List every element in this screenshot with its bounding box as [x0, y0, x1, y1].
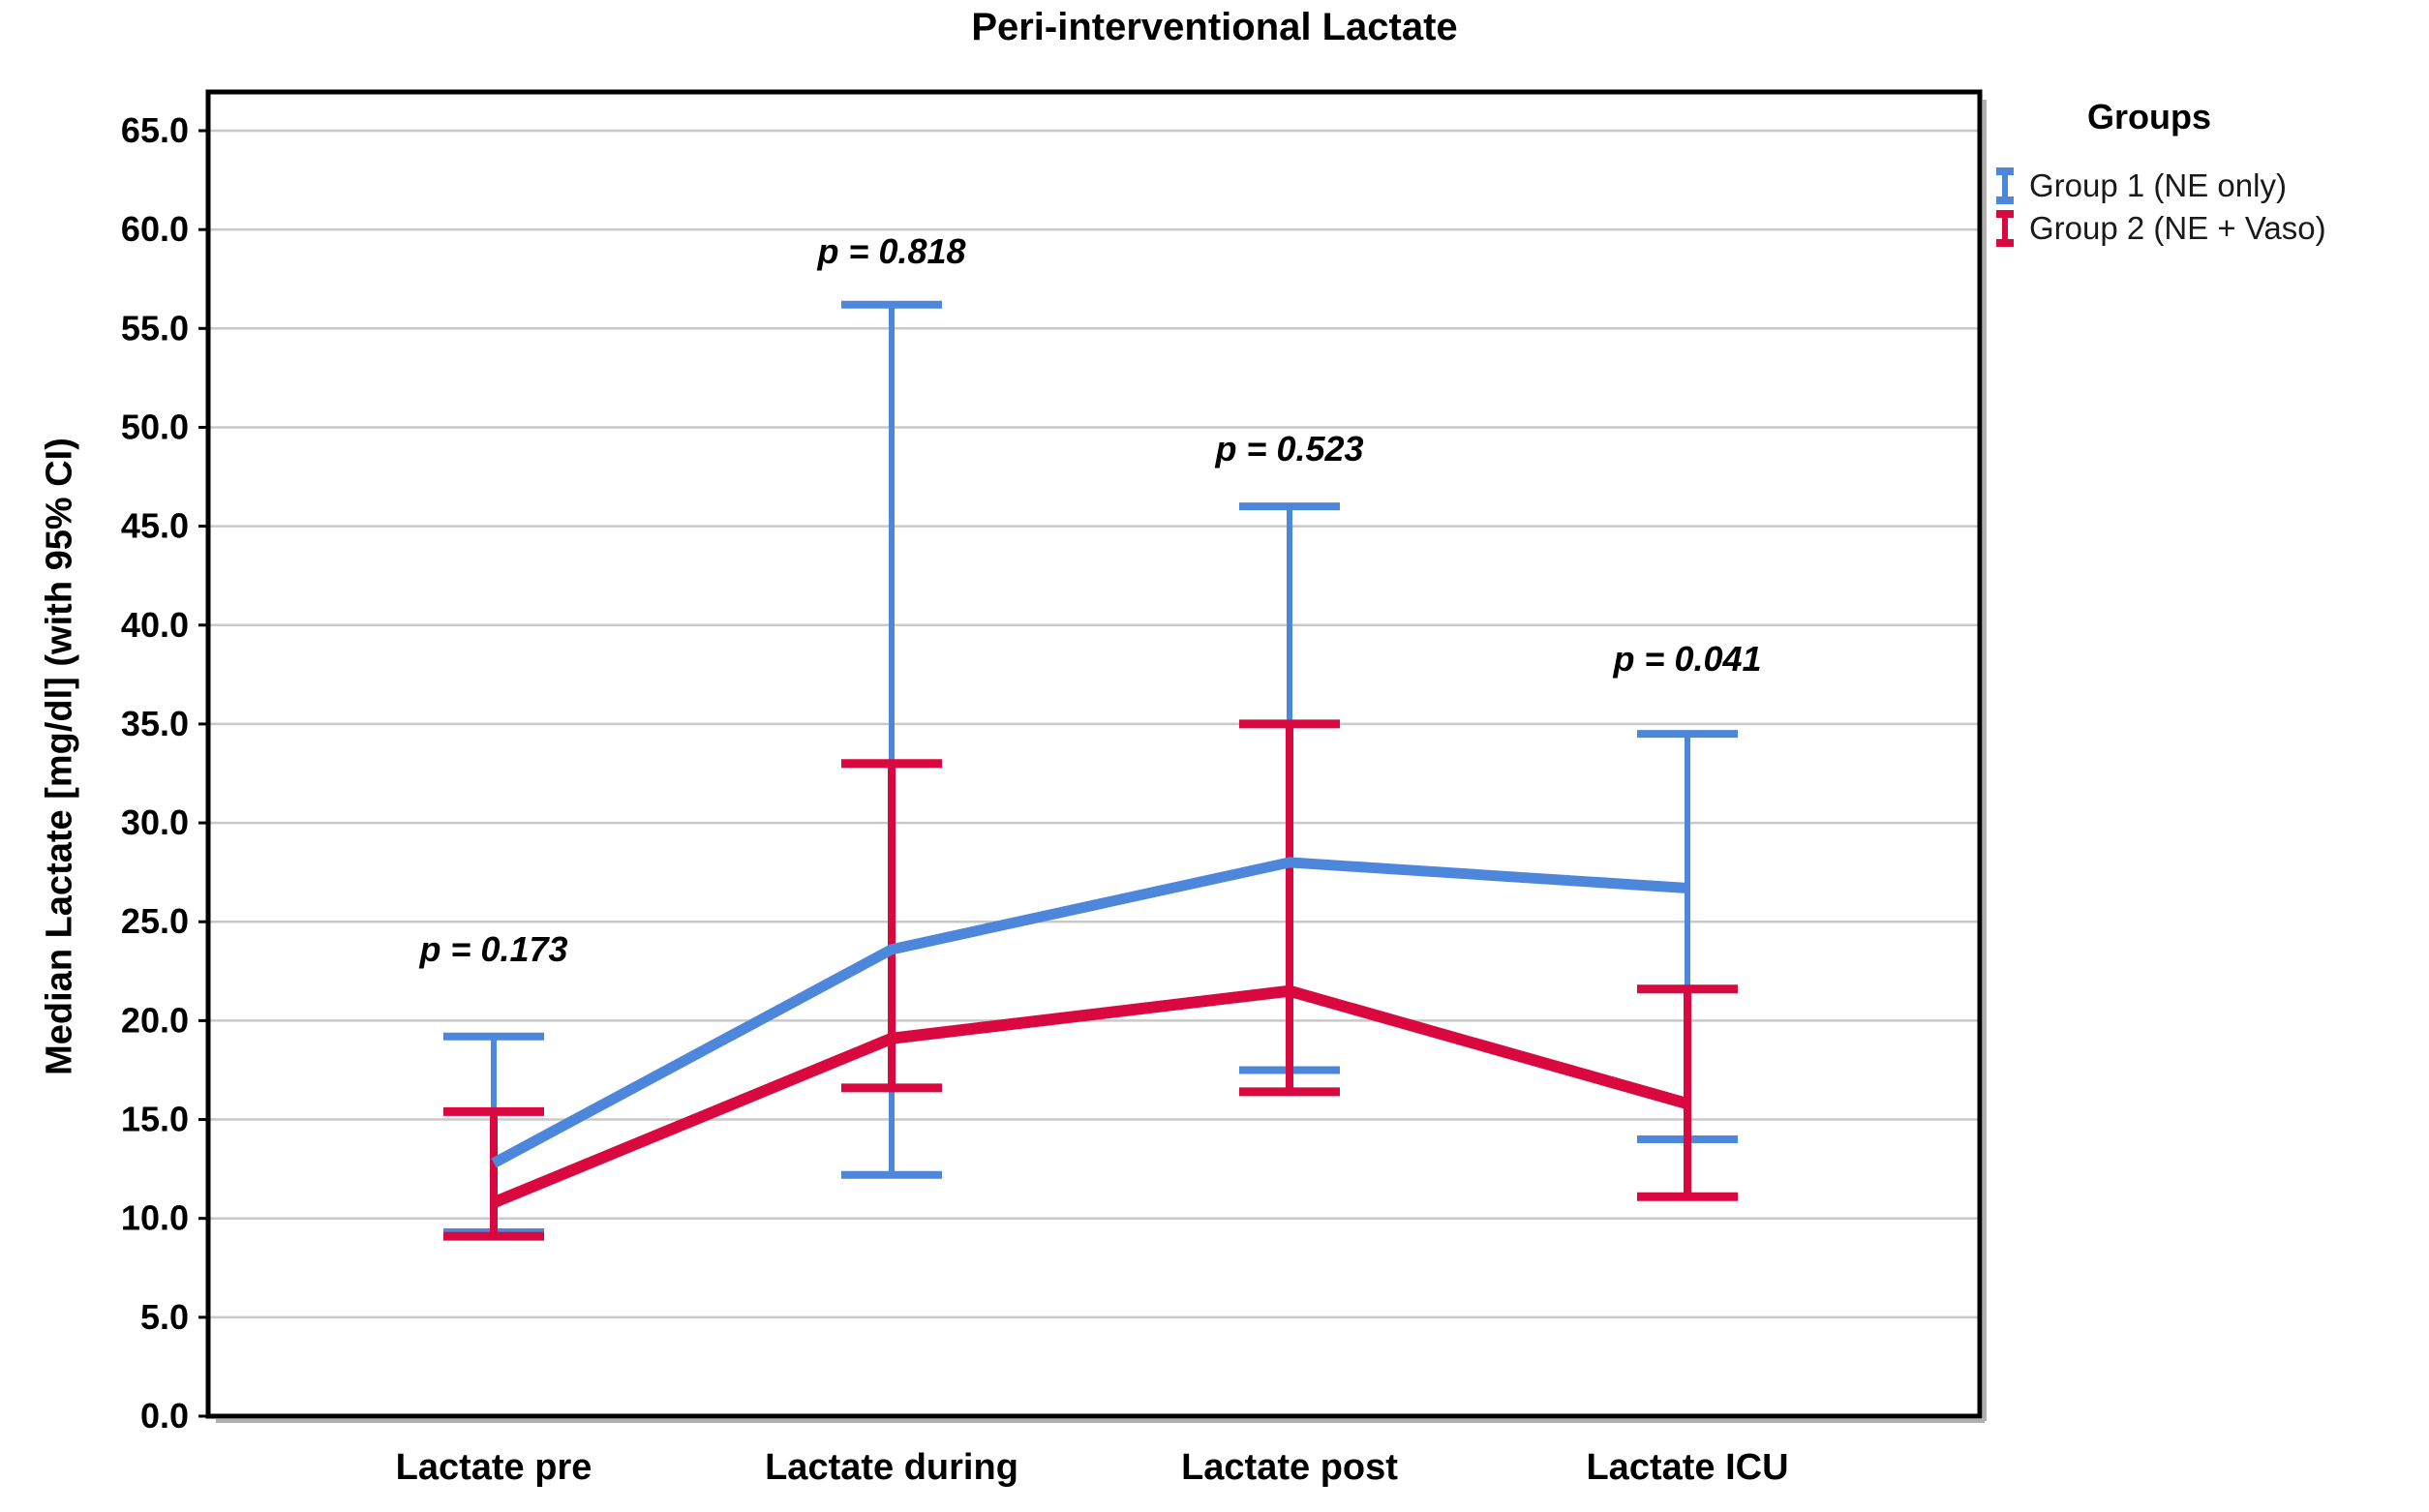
series-line [491, 857, 1688, 1168]
y-tick-label: 35.0 [121, 704, 189, 743]
errorbar-icon [1996, 167, 2014, 204]
p-value-label: p = 0.041 [1612, 639, 1761, 679]
p-value-label: p = 0.523 [1214, 429, 1363, 469]
y-tick-label: 15.0 [121, 1100, 189, 1139]
x-tick-label: Lactate during [765, 1447, 1018, 1488]
legend-item-label: Group 2 (NE + Vaso) [2029, 210, 2326, 246]
legend-title: Groups [2086, 97, 2211, 136]
y-tick-label: 60.0 [121, 209, 189, 249]
y-tick-label: 20.0 [121, 1000, 189, 1040]
y-tick-label: 50.0 [121, 407, 189, 446]
y-tick-label: 30.0 [121, 802, 189, 842]
plot-frame [205, 89, 1983, 1419]
y-tick-label: 65.0 [121, 110, 189, 150]
chart-title: Peri-interventional Lactate [971, 6, 1458, 48]
x-tick-label: Lactate post [1181, 1447, 1398, 1488]
p-value-label: p = 0.818 [816, 231, 965, 271]
legend-item: Group 2 (NE + Vaso) [1994, 207, 2420, 250]
y-tick-label: 10.0 [121, 1198, 189, 1238]
x-tick-label: Lactate pre [396, 1447, 592, 1488]
legend-item-label: Group 1 (NE only) [2029, 167, 2287, 203]
legend: Groups Group 1 (NE only) Group 2 (NE + V… [1994, 97, 2420, 250]
p-value-label: p = 0.173 [418, 929, 567, 969]
y-tick-label: 45.0 [121, 506, 189, 546]
y-tick-label: 55.0 [121, 308, 189, 348]
y-tick-label: 25.0 [121, 901, 189, 941]
y-tick-label: 40.0 [121, 605, 189, 645]
y-tick-label: 0.0 [140, 1396, 189, 1436]
series-line [491, 984, 1689, 1208]
legend-item: Group 1 (NE only) [1994, 165, 2420, 207]
errorbar-icon [1996, 210, 2014, 247]
y-tick-label: 5.0 [140, 1297, 189, 1337]
error-bar [1637, 984, 1738, 1201]
error-bar [1239, 719, 1340, 1097]
error-bar [443, 1106, 544, 1241]
x-tick-label: Lactate ICU [1586, 1447, 1788, 1488]
